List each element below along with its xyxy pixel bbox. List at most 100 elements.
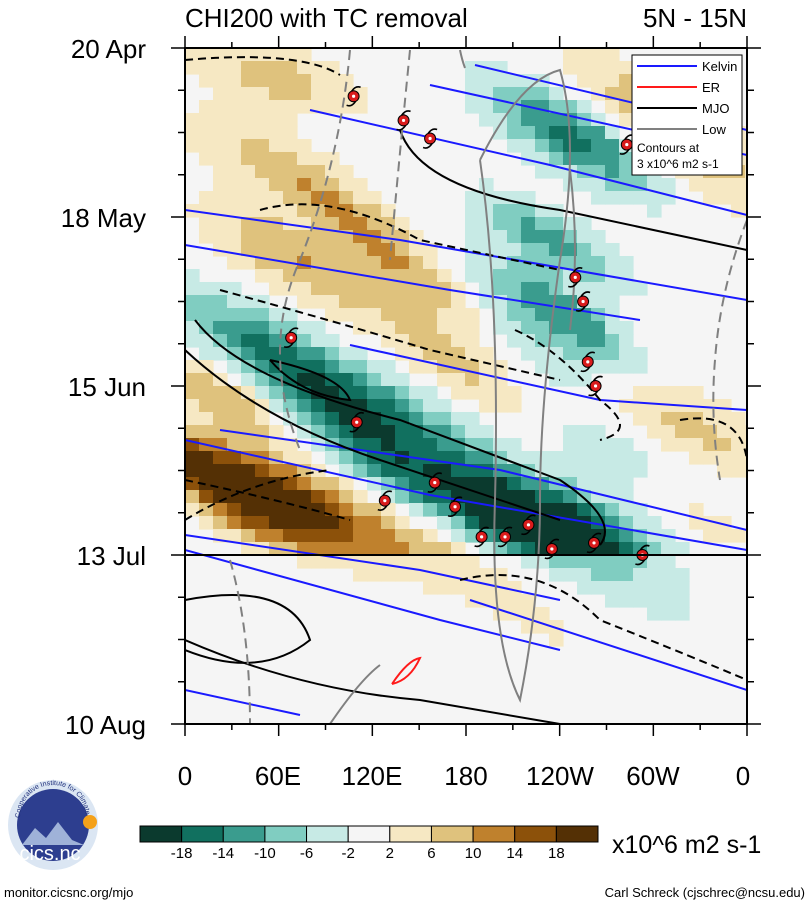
colorbar-tick-label: -14 [212, 845, 234, 862]
field-cell [297, 256, 312, 270]
field-cell [241, 490, 256, 504]
field-cell [633, 594, 648, 608]
field-cell [507, 334, 522, 348]
field-cell [199, 191, 214, 205]
field-cell [339, 74, 354, 88]
colorbar-swatch [472, 825, 516, 843]
field-cell [283, 126, 298, 140]
field-cell [605, 243, 620, 257]
field-cell [381, 425, 396, 439]
field-cell [479, 74, 494, 88]
field-cell [283, 113, 298, 127]
colorbar-swatch [347, 825, 391, 843]
field-cell [437, 308, 452, 322]
field-cell [297, 204, 312, 218]
field-cell [507, 516, 522, 530]
field-cell [437, 555, 452, 569]
tropical-cyclone-icon [619, 134, 635, 155]
wave-contour [219, 429, 747, 531]
field-cell [633, 191, 648, 205]
field-cell [465, 529, 480, 543]
field-cell [409, 256, 424, 270]
x-tick-label: 120E [342, 761, 403, 791]
field-cell [521, 139, 536, 153]
field-cell [325, 490, 340, 504]
field-cell [311, 61, 326, 75]
field-cell [521, 152, 536, 166]
field-cell [493, 269, 508, 283]
field-cell [241, 243, 256, 257]
field-cell [367, 321, 382, 335]
field-cell [577, 256, 592, 270]
field-cell [185, 451, 200, 465]
field-cell [717, 178, 732, 192]
field-cell [605, 100, 620, 114]
field-cell [507, 230, 522, 244]
field-cell [213, 295, 228, 309]
field-cell [507, 594, 522, 608]
field-cell [381, 256, 396, 270]
field-cell [367, 308, 382, 322]
field-cell [339, 165, 354, 179]
field-cell [493, 256, 508, 270]
field-cell [591, 139, 606, 153]
field-cell [339, 204, 354, 218]
field-cell [717, 451, 732, 465]
field-cell [213, 61, 228, 75]
field-cell [423, 542, 438, 556]
field-cell [479, 399, 494, 413]
field-cell [381, 308, 396, 322]
field-cell [563, 542, 578, 556]
field-cell [563, 48, 578, 62]
field-cell [339, 308, 354, 322]
field-cell [255, 87, 270, 101]
field-cell [367, 386, 382, 400]
field-cell [297, 139, 312, 153]
field-cell [563, 451, 578, 465]
field-cell [395, 568, 410, 582]
field-cell [227, 516, 242, 530]
field-cell [619, 321, 634, 335]
wave-contour [399, 129, 747, 251]
field-cell [493, 594, 508, 608]
field-cell [241, 529, 256, 543]
field-cell [647, 516, 662, 530]
tropical-cyclone-icon [447, 496, 463, 518]
colorbar: -18 -14 -10 -6 -2 2 6 10 14 18 [139, 825, 599, 862]
field-cell [409, 438, 424, 452]
field-cell [563, 425, 578, 439]
field-cell [703, 191, 718, 205]
field-cell [339, 295, 354, 309]
field-cell [535, 620, 550, 634]
field-cell [185, 425, 200, 439]
field-cell [619, 555, 634, 569]
field-cell [395, 451, 410, 465]
field-cell [255, 516, 270, 530]
field-cell [479, 178, 494, 192]
wave-contour [259, 203, 561, 271]
field-cell [605, 555, 620, 569]
field-cell [255, 100, 270, 114]
field-cell [409, 529, 424, 543]
field-cell [283, 230, 298, 244]
colorbar-tick-label: -18 [171, 845, 193, 862]
field-cell [381, 516, 396, 530]
field-cell [619, 503, 634, 517]
field-cell [325, 295, 340, 309]
tropical-cyclone-icon [377, 490, 393, 511]
field-cell [563, 568, 578, 582]
tropical-cyclone-icon [396, 110, 411, 131]
colorbar-swatch [222, 825, 266, 843]
field-cell [269, 100, 284, 114]
field-cell [241, 438, 256, 452]
field-cell [577, 568, 592, 582]
field-cell [241, 100, 256, 114]
field-cell [297, 321, 312, 335]
field-cell [353, 425, 368, 439]
logo-ring-text: Cooperative Institute for Climate and Sa… [0, 0, 91, 818]
field-cell [269, 477, 284, 491]
field-cell [689, 503, 704, 517]
field-cell [577, 178, 592, 192]
colorbar-swatch [264, 825, 308, 843]
field-cell [241, 321, 256, 335]
